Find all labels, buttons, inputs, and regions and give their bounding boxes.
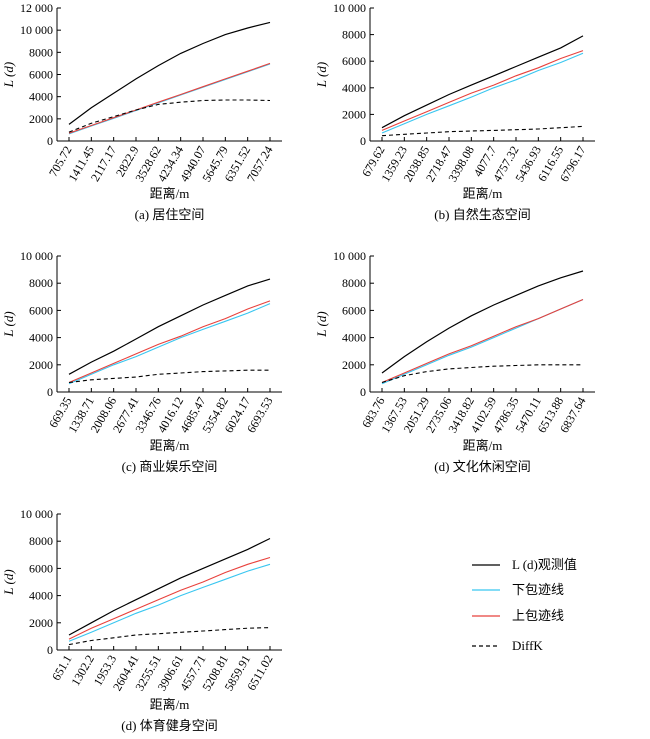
y-tick-label: 6000	[29, 561, 53, 575]
y-tick-label: 6000	[342, 303, 366, 317]
y-tick-label: 0	[47, 385, 53, 399]
y-tick-label: 12 000	[20, 1, 53, 15]
x-axis-label: 距离/m	[150, 438, 190, 453]
y-tick-label: 10 000	[20, 249, 53, 263]
y-tick-label: 0	[47, 134, 53, 148]
y-tick-label: 8000	[29, 534, 53, 548]
y-tick-label: 4000	[342, 81, 366, 95]
y-tick-label: 8000	[29, 276, 53, 290]
panel-caption: (d) 文化休闲空间	[434, 459, 530, 474]
series-line-diffk	[381, 125, 584, 137]
series-line-observed	[68, 537, 271, 636]
y-tick-label: 6000	[342, 54, 366, 68]
y-tick-label: 10 000	[20, 507, 53, 521]
x-axis-label: 距离/m	[463, 438, 503, 453]
series-line-observed	[68, 278, 271, 375]
y-tick-label: 0	[360, 134, 366, 148]
y-tick-label: 6000	[29, 68, 53, 82]
x-axis-label: 距离/m	[150, 186, 190, 201]
y-tick-label: 8000	[342, 276, 366, 290]
panel-caption: (a) 居住空间	[135, 207, 205, 222]
legend-label-3: 上包迹线	[512, 608, 564, 623]
series-line-upper	[68, 300, 271, 384]
series-line-diffk	[68, 99, 271, 133]
y-axis-label: L (d)	[314, 311, 329, 337]
series-line-upper	[381, 298, 584, 384]
legend-label-1: L (d)观测值	[512, 557, 577, 572]
series-line-diffk	[381, 364, 583, 384]
y-tick-label: 4000	[29, 331, 53, 345]
series-line-observed	[381, 35, 584, 129]
y-tick-label: 10 000	[333, 1, 366, 15]
panel-caption: (d) 体育健身空间	[121, 718, 217, 733]
y-tick-label: 2000	[29, 112, 53, 126]
y-tick-label: 2000	[29, 616, 53, 630]
y-axis-label: L (d)	[1, 569, 16, 595]
series-line-diffk	[68, 627, 271, 646]
y-axis-label: L (d)	[314, 62, 329, 88]
y-tick-label: 2000	[342, 358, 366, 372]
series-line-lower	[68, 563, 271, 642]
x-axis-label: 距离/m	[463, 186, 503, 201]
series-line-lower	[381, 52, 584, 134]
y-tick-label: 10 000	[333, 249, 366, 263]
series-line-upper	[68, 556, 271, 640]
y-tick-label: 0	[47, 643, 53, 657]
y-tick-label: 2000	[342, 107, 366, 121]
y-tick-label: 2000	[29, 358, 53, 372]
panel-caption: (c) 商业娱乐空间	[122, 459, 218, 474]
y-axis-label: L (d)	[1, 311, 16, 337]
y-tick-label: 4000	[342, 331, 366, 345]
y-tick-label: 8000	[342, 28, 366, 42]
y-tick-label: 8000	[29, 45, 53, 59]
y-tick-label: 0	[360, 385, 366, 399]
series-line-diffk	[68, 369, 270, 384]
series-line-upper	[381, 50, 584, 131]
panel-caption: (b) 自然生态空间	[434, 207, 530, 222]
y-tick-label: 10 000	[20, 23, 53, 37]
y-tick-label: 4000	[29, 589, 53, 603]
y-axis-label: L (d)	[1, 62, 16, 88]
legend-label-2: 下包迹线	[512, 582, 564, 597]
series-line-lower	[68, 303, 271, 385]
series-line-upper	[68, 62, 271, 134]
x-axis-label: 距离/m	[150, 697, 190, 712]
legend-label-4: DiffK	[512, 638, 543, 653]
series-line-observed	[68, 21, 271, 125]
y-tick-label: 4000	[29, 90, 53, 104]
series-line-observed	[381, 270, 584, 374]
y-tick-label: 6000	[29, 303, 53, 317]
